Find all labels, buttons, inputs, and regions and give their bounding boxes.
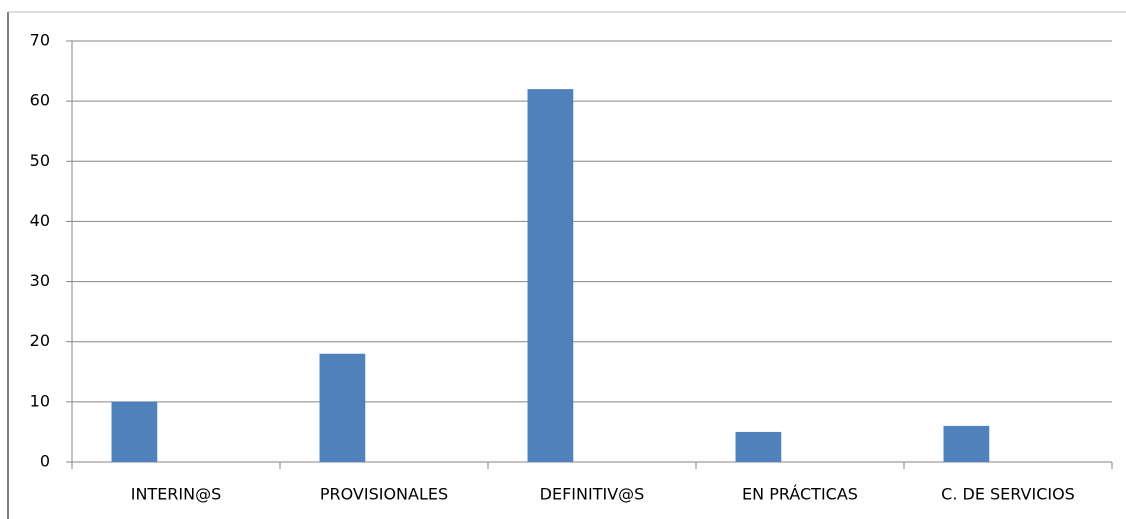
bar [735, 431, 782, 462]
y-tick-label: 40 [30, 211, 50, 230]
x-tick-label: C. DE SERVICIOS [941, 485, 1075, 504]
bar [527, 89, 574, 462]
x-tick-label: EN PRÁCTICAS [742, 485, 858, 504]
x-tick-label: PROVISIONALES [320, 485, 448, 504]
x-tick-label: INTERIN@S [131, 485, 222, 504]
bar [319, 353, 366, 462]
x-tick-label: DEFINITIV@S [540, 485, 645, 504]
y-tick-label: 10 [30, 391, 50, 410]
y-tick-label: 60 [30, 91, 50, 110]
bar [111, 401, 158, 462]
y-tick-label: 70 [30, 31, 50, 50]
y-tick-label: 50 [30, 151, 50, 170]
y-tick-label: 30 [30, 271, 50, 290]
y-tick-label: 20 [30, 331, 50, 350]
y-tick-label: 0 [40, 452, 50, 471]
bar [943, 425, 990, 462]
